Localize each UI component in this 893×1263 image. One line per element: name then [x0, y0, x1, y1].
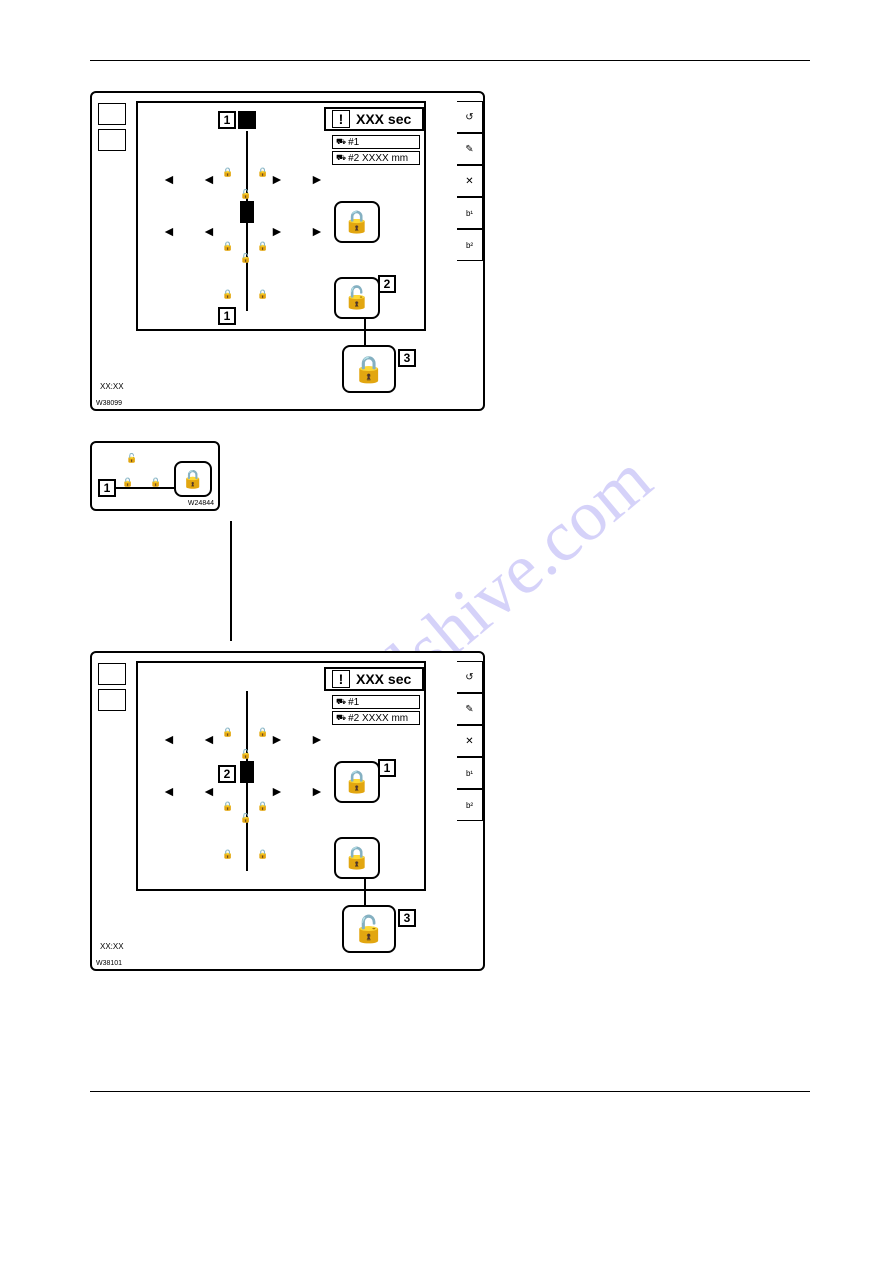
arrow-r1b-2: ►	[310, 731, 324, 747]
arrow-l1b-2: ◄	[202, 731, 216, 747]
exclaim-icon: !	[332, 110, 350, 128]
time-label-2: XX:XX	[100, 942, 124, 951]
tab-5: b²	[457, 229, 483, 261]
arrow-l1b: ◄	[202, 171, 216, 187]
sec-box: ! XXX sec	[324, 107, 424, 131]
minilock-2: 🔒	[257, 167, 268, 178]
page-content: 1 ! XXX sec ⛟#1 ⛟#2 XXXX mm ◄ ◄ ► ► 🔒 🔒 …	[90, 60, 810, 1092]
info-row-1b: ⛟#1	[332, 695, 420, 709]
padlock-closed-icon-4: 🔒	[343, 769, 370, 795]
arrow-r2: ►	[270, 223, 284, 239]
minilock-5-2: 🔒	[222, 849, 233, 860]
callout-1b: 1	[218, 307, 236, 325]
padlock-closed-icon: 🔒	[343, 209, 370, 235]
lock-bubble-2: 🔓	[342, 905, 396, 953]
minilock-s1: 🔓	[126, 453, 137, 464]
rule-bottom	[90, 1091, 810, 1092]
callout-1a: 1	[218, 111, 236, 129]
minilock-1: 🔒	[222, 167, 233, 178]
left-icon-2	[98, 129, 126, 151]
minilock-5: 🔒	[222, 289, 233, 300]
info-row-2: ⛟#2 XXXX mm	[332, 151, 420, 165]
figure-id-1: W38099	[96, 400, 122, 407]
arrow-l2-2: ◄	[162, 783, 176, 799]
minilock-3: 🔒	[222, 241, 233, 252]
padlock-open-icon-2: 🔓	[353, 914, 385, 945]
bubble-tail-2	[364, 879, 366, 905]
info-row-2b: ⛟#2 XXXX mm	[332, 711, 420, 725]
callout-1-fig2: 1	[378, 759, 396, 777]
minilock-2-2: 🔒	[257, 727, 268, 738]
minilock-open1: 🔓	[240, 189, 251, 200]
center-block-2	[240, 761, 254, 783]
tab-4: b¹	[457, 197, 483, 229]
minilock-3-2: 🔒	[222, 801, 233, 812]
padlock-closed-icon-5: 🔒	[343, 845, 370, 871]
minilock-open2-2: 🔓	[240, 813, 251, 824]
minilock-1-2: 🔒	[222, 727, 233, 738]
callout-2b: 2	[218, 765, 236, 783]
arrow-l2b-2: ◄	[202, 783, 216, 799]
sec-label: XXX sec	[356, 111, 411, 127]
tab-2-2: ✎	[457, 693, 483, 725]
tab-2: ✎	[457, 133, 483, 165]
minilock-6: 🔒	[257, 289, 268, 300]
sec-label-2: XXX sec	[356, 671, 411, 687]
callout-3-fig2: 3	[398, 909, 416, 927]
minilock-open1-2: 🔓	[240, 749, 251, 760]
padlock-open-icon: 🔓	[343, 285, 370, 311]
arrow-l1-2: ◄	[162, 731, 176, 747]
tab-5-2: b²	[457, 789, 483, 821]
left-icon-1	[98, 103, 126, 125]
minilock-4: 🔒	[257, 241, 268, 252]
lock-box-1: 🔒	[334, 201, 380, 243]
center-block	[240, 201, 254, 223]
left-icon-1b	[98, 663, 126, 685]
left-icon-2b	[98, 689, 126, 711]
arrow-r2-2: ►	[270, 783, 284, 799]
arrow-l2: ◄	[162, 223, 176, 239]
tab-column: ↺ ✎ ✕ b¹ b²	[457, 101, 483, 261]
bubble-tail	[364, 319, 366, 345]
tab-3-2: ✕	[457, 725, 483, 757]
minilock-6-2: 🔒	[257, 849, 268, 860]
tab-column-2: ↺ ✎ ✕ b¹ b²	[457, 661, 483, 821]
connector-line	[230, 521, 232, 641]
exclaim-icon-2: !	[332, 670, 350, 688]
figure-id-small: W24844	[188, 500, 214, 507]
figure-2: ! XXX sec ⛟#1 ⛟#2 XXXX mm ◄ ◄ ► ► 🔒 🔒 ◄ …	[90, 651, 485, 971]
marker-block	[238, 111, 256, 129]
tab-4-2: b¹	[457, 757, 483, 789]
minilock-open2: 🔓	[240, 253, 251, 264]
padlock-closed-icon-2: 🔒	[353, 354, 385, 385]
arrow-r2b-2: ►	[310, 783, 324, 799]
figure-1: 1 ! XXX sec ⛟#1 ⛟#2 XXXX mm ◄ ◄ ► ► 🔒 🔒 …	[90, 91, 485, 411]
callout-2: 2	[378, 275, 396, 293]
callout-small-1: 1	[98, 479, 116, 497]
arrow-r1-2: ►	[270, 731, 284, 747]
arrow-r1b: ►	[310, 171, 324, 187]
tab-1-2: ↺	[457, 661, 483, 693]
sec-box-2: ! XXX sec	[324, 667, 424, 691]
lock-box-2: 🔓	[334, 277, 380, 319]
lock-box-2-2: 🔒	[334, 837, 380, 879]
tab-1: ↺	[457, 101, 483, 133]
info-row-1: ⛟#1	[332, 135, 420, 149]
rule-top	[90, 60, 810, 61]
minilock-4-2: 🔒	[257, 801, 268, 812]
tab-3: ✕	[457, 165, 483, 197]
arrow-l1: ◄	[162, 171, 176, 187]
arrow-l2b: ◄	[202, 223, 216, 239]
time-label: XX:XX	[100, 382, 124, 391]
small-rail	[116, 487, 174, 489]
callout-3: 3	[398, 349, 416, 367]
figure-small: 1 🔓 🔒 🔒 🔒 W24844	[90, 441, 220, 511]
arrow-r2b: ►	[310, 223, 324, 239]
lock-box-1-2: 🔒	[334, 761, 380, 803]
arrow-r1: ►	[270, 171, 284, 187]
lock-bubble: 🔒	[342, 345, 396, 393]
figure-id-2: W38101	[96, 960, 122, 967]
padlock-closed-icon-3: 🔒	[182, 469, 204, 490]
lock-box-small: 🔒	[174, 461, 212, 497]
